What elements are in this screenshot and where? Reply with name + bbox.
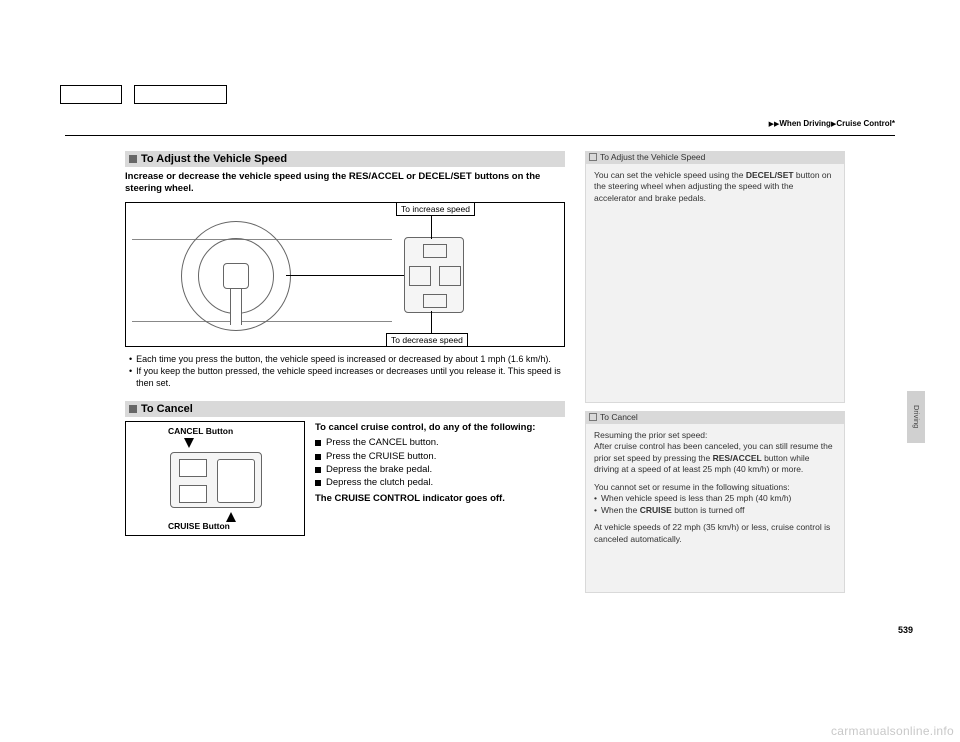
- info2-p4: At vehicle speeds of 22 mph (35 km/h) or…: [594, 522, 836, 545]
- info2-li2a: When the: [601, 505, 640, 515]
- info-header-1-text: To Adjust the Vehicle Speed: [600, 152, 705, 162]
- tab-right: [134, 85, 227, 104]
- breadcrumb-a: When Driving: [779, 119, 831, 128]
- info-box-1: You can set the vehicle speed using the …: [585, 163, 845, 403]
- info-icon: [589, 153, 597, 161]
- section-header-adjust: To Adjust the Vehicle Speed: [125, 151, 565, 167]
- info-header-1: To Adjust the Vehicle Speed: [585, 151, 845, 163]
- top-tabs: [60, 85, 227, 104]
- info1-p1a: You can set the vehicle speed using the: [594, 170, 746, 180]
- info1-p1b: DECEL/SET: [746, 170, 794, 180]
- steering-wheel-diagram: To increase speed To decrease speed: [125, 202, 565, 347]
- cancel-item-3: Depress the brake pedal.: [326, 463, 432, 476]
- cancel-button-label: CANCEL Button: [168, 426, 233, 436]
- info-icon: [589, 413, 597, 421]
- info-header-2: To Cancel: [585, 411, 845, 423]
- manual-page: ▶▶When Driving▶Cruise Control* To Adjust…: [65, 95, 895, 665]
- cancel-item-1: Press the CANCEL button.: [326, 436, 439, 449]
- watermark: carmanualsonline.info: [831, 724, 954, 738]
- info2-p3: You cannot set or resume in the followin…: [594, 482, 836, 493]
- triangle-icon: ▶▶: [769, 121, 780, 128]
- side-tab: Driving: [907, 391, 925, 443]
- adjust-bullets: •Each time you press the button, the veh…: [125, 353, 565, 389]
- page-number: 539: [898, 625, 913, 635]
- main-column: To Adjust the Vehicle Speed Increase or …: [125, 151, 565, 536]
- info-column: To Adjust the Vehicle Speed You can set …: [585, 151, 845, 593]
- info2-li2c: button is turned off: [672, 505, 745, 515]
- section-title: To Cancel: [141, 403, 193, 415]
- section-header-cancel: To Cancel: [125, 401, 565, 417]
- section-title: To Adjust the Vehicle Speed: [141, 153, 287, 165]
- callout-increase: To increase speed: [396, 202, 475, 216]
- square-bullet-icon: [129, 155, 137, 163]
- breadcrumb: ▶▶When Driving▶Cruise Control*: [769, 119, 895, 128]
- cancel-diagram: CANCEL Button CRUISE Button: [125, 421, 305, 536]
- bullet-1: Each time you press the button, the vehi…: [136, 353, 551, 365]
- cancel-item-4: Depress the clutch pedal.: [326, 476, 433, 489]
- breadcrumb-b: Cruise Control*: [836, 119, 895, 128]
- info-header-2-text: To Cancel: [600, 412, 638, 422]
- info-box-2: Resuming the prior set speed: After crui…: [585, 423, 845, 593]
- info2-p1: Resuming the prior set speed:: [594, 430, 836, 441]
- square-bullet-icon: [129, 405, 137, 413]
- divider: [65, 135, 895, 136]
- callout-decrease: To decrease speed: [386, 333, 468, 347]
- bullet-2: If you keep the button pressed, the vehi…: [136, 365, 565, 389]
- info2-p2b: RES/ACCEL: [713, 453, 762, 463]
- info2-li1: When vehicle speed is less than 25 mph (…: [601, 493, 791, 504]
- cruise-button-label: CRUISE Button: [168, 521, 230, 531]
- tab-left: [60, 85, 122, 104]
- section-intro: Increase or decrease the vehicle speed u…: [125, 171, 565, 196]
- cancel-item-2: Press the CRUISE button.: [326, 450, 436, 463]
- info2-li2b: CRUISE: [640, 505, 672, 515]
